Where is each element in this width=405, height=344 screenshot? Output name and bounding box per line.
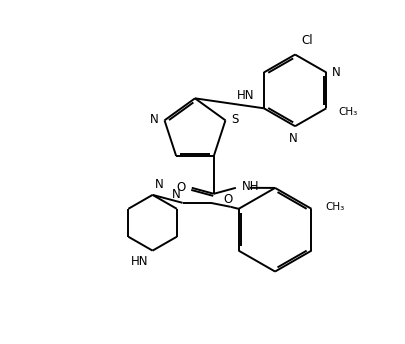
Text: O: O <box>176 181 185 194</box>
Text: N: N <box>171 188 180 201</box>
Text: N: N <box>288 132 297 145</box>
Text: CH₃: CH₃ <box>325 202 344 212</box>
Text: N: N <box>332 66 340 79</box>
Text: NH: NH <box>241 180 259 193</box>
Text: HN: HN <box>131 255 148 268</box>
Text: N: N <box>149 112 158 126</box>
Text: O: O <box>223 193 232 206</box>
Text: HN: HN <box>236 89 253 102</box>
Text: Cl: Cl <box>301 34 312 46</box>
Text: S: S <box>231 112 238 126</box>
Text: N: N <box>154 178 163 191</box>
Text: CH₃: CH₃ <box>337 107 357 117</box>
